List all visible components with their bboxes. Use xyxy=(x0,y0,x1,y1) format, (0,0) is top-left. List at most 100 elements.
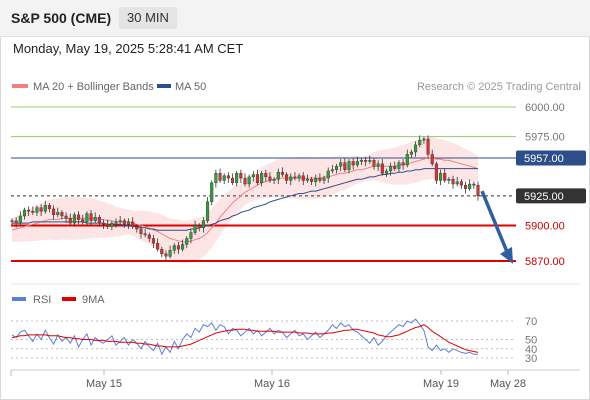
candle xyxy=(293,176,297,179)
candle xyxy=(18,215,22,224)
candle xyxy=(14,220,18,224)
rsi-tick-70: 70 xyxy=(525,316,537,328)
candle xyxy=(139,228,143,234)
candle xyxy=(222,175,226,181)
candle xyxy=(268,176,272,181)
candle xyxy=(401,162,405,166)
ma50-line xyxy=(12,168,478,231)
candle xyxy=(81,219,85,223)
chart-datetime: Monday, May 19, 2025 5:28:41 AM CET xyxy=(13,41,244,56)
candle xyxy=(305,179,309,181)
candle xyxy=(260,173,264,184)
candle xyxy=(255,174,260,184)
x-tick-label: May 19 xyxy=(423,378,459,390)
level-label-5870-00: 5870.00 xyxy=(525,256,565,268)
candle xyxy=(101,222,106,225)
rsi-legend-label: RSI xyxy=(33,294,51,306)
candle xyxy=(372,160,376,167)
candle xyxy=(364,160,368,162)
candle xyxy=(389,166,393,172)
candle xyxy=(27,209,31,212)
candle xyxy=(64,215,68,219)
candle xyxy=(230,177,235,184)
rsi-legend-swatch xyxy=(12,297,26,301)
candle xyxy=(60,212,64,217)
rsi-tick-40: 40 xyxy=(525,344,537,356)
candle xyxy=(147,234,151,239)
forecast-arrow-head xyxy=(500,246,513,264)
candle xyxy=(210,182,214,202)
candle xyxy=(201,220,205,229)
rsi-tick-50: 50 xyxy=(525,335,537,347)
candle xyxy=(455,181,459,185)
candle xyxy=(355,161,359,166)
candle xyxy=(176,245,180,250)
candle xyxy=(93,216,97,221)
candle xyxy=(185,238,189,245)
candle xyxy=(439,173,443,181)
candle xyxy=(10,220,14,222)
candle xyxy=(226,175,230,179)
candle xyxy=(156,243,160,250)
candle xyxy=(351,161,355,166)
candle xyxy=(384,170,389,174)
bollinger-band xyxy=(12,136,478,264)
candle xyxy=(276,171,280,180)
candle xyxy=(97,216,101,224)
candle xyxy=(89,213,93,221)
candle xyxy=(52,208,56,215)
candle xyxy=(343,162,347,170)
rsi-ma-legend-label: 9MA xyxy=(82,294,105,306)
candle xyxy=(368,160,372,162)
candle xyxy=(314,177,318,182)
candle xyxy=(131,221,135,227)
candle xyxy=(164,253,168,257)
candle xyxy=(280,171,284,175)
level-label-6000-00: 6000.00 xyxy=(525,102,565,114)
candle xyxy=(376,163,380,167)
candle xyxy=(447,179,451,181)
candle xyxy=(326,170,330,179)
candle xyxy=(47,205,51,210)
candle xyxy=(35,207,39,213)
rsi-ma-line xyxy=(11,324,479,353)
candle xyxy=(451,179,455,185)
candle xyxy=(110,222,114,227)
forecast-arrow xyxy=(480,190,509,253)
candle xyxy=(243,177,247,185)
header-bar: S&P 500 (CME) 30 MIN xyxy=(0,0,590,37)
candle xyxy=(122,220,126,225)
ma20-legend-swatch xyxy=(12,84,28,88)
candle xyxy=(359,160,364,162)
candle xyxy=(318,177,322,181)
rsi-line xyxy=(11,318,478,356)
rsi-tick-30: 30 xyxy=(525,353,537,365)
candle xyxy=(264,173,268,178)
timeframe-badge[interactable]: 30 MIN xyxy=(119,7,177,29)
x-tick-label: May 28 xyxy=(490,378,526,390)
candle xyxy=(409,151,413,155)
candle xyxy=(468,183,472,189)
candle xyxy=(43,205,47,212)
candle xyxy=(310,179,314,182)
candle xyxy=(251,174,255,178)
instrument-title: S&P 500 (CME) xyxy=(11,10,112,26)
candle xyxy=(39,207,43,212)
candle xyxy=(214,173,218,184)
candle xyxy=(476,184,480,197)
candle xyxy=(414,144,418,153)
candle xyxy=(235,173,239,184)
level-label-5975-00: 5975.00 xyxy=(525,132,565,144)
candle xyxy=(272,179,276,181)
candle xyxy=(118,220,122,223)
candle xyxy=(189,232,193,239)
candle xyxy=(330,169,334,172)
candle xyxy=(218,173,222,181)
level-label-5900-00: 5900.00 xyxy=(525,220,565,232)
candle xyxy=(168,250,172,257)
level-label-5925-00: 5925.00 xyxy=(524,191,564,203)
ma20-legend-label: MA 20 + Bollinger Bands xyxy=(33,81,154,93)
candle xyxy=(193,225,197,233)
candle xyxy=(72,214,76,224)
